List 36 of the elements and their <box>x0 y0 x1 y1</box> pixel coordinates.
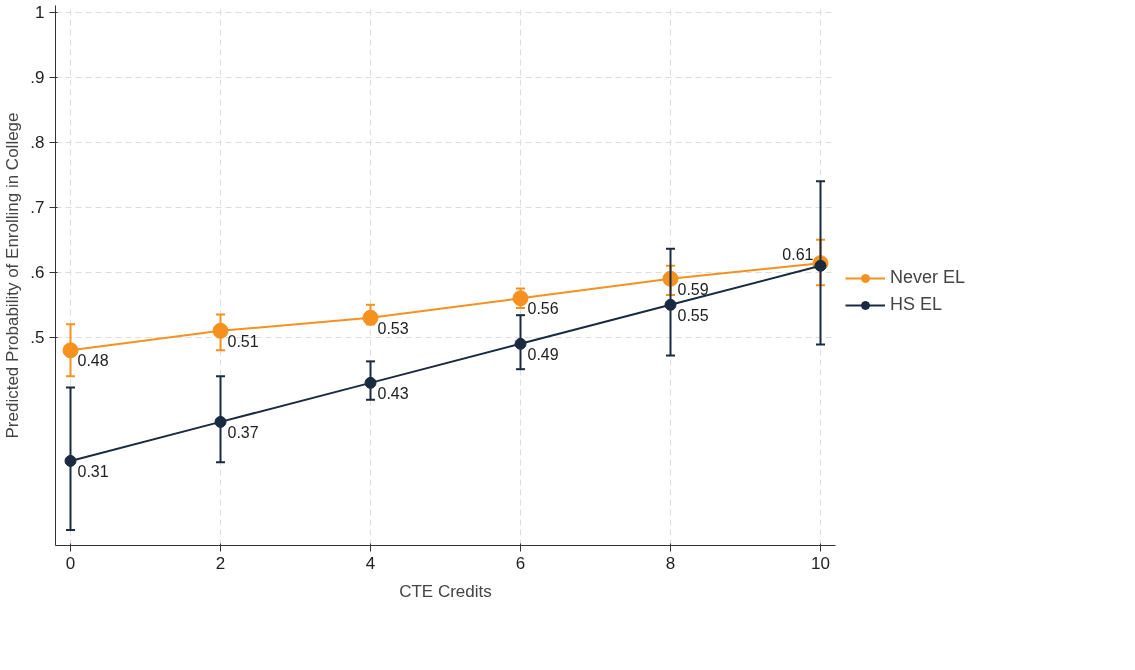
point <box>64 454 77 467</box>
x-tick-label: 4 <box>365 553 376 573</box>
point <box>814 259 827 272</box>
y-tick-label: .5 <box>30 328 45 348</box>
point <box>364 376 377 389</box>
point <box>514 337 527 350</box>
data-label: 0.31 <box>77 462 109 480</box>
x-tick-label: 10 <box>811 553 830 573</box>
point <box>214 415 227 428</box>
data-label: 0.49 <box>527 345 559 363</box>
data-label: 0.43 <box>377 384 409 402</box>
y-axis-title: Predicted Probability of Enrolling in College <box>3 112 23 439</box>
x-tick-label: 8 <box>665 553 676 573</box>
legend-label: HS EL <box>890 294 943 315</box>
y-tick-label: .8 <box>30 133 45 153</box>
y-tick-label: 1 <box>35 3 45 23</box>
legend-label: Never EL <box>890 267 966 288</box>
y-tick-label: .7 <box>30 198 45 218</box>
point <box>362 309 379 326</box>
data-label: 0.56 <box>527 300 559 318</box>
point <box>62 342 79 359</box>
y-tick-label: .9 <box>30 68 45 88</box>
y-tick-label: .6 <box>30 263 45 283</box>
data-label: 0.55 <box>677 306 709 324</box>
x-tick-label: 0 <box>65 553 76 573</box>
data-label: 0.59 <box>677 280 709 298</box>
point <box>212 322 229 339</box>
point <box>664 298 677 311</box>
data-label: 0.51 <box>227 332 259 350</box>
data-label: 0.37 <box>227 423 259 441</box>
x-tick-label: 6 <box>515 553 526 573</box>
x-tick-label: 2 <box>215 553 226 573</box>
x-axis-title: CTE Credits <box>399 581 492 601</box>
data-label: 0.61 <box>782 245 814 263</box>
data-label: 0.48 <box>77 352 109 370</box>
data-label: 0.53 <box>377 319 409 337</box>
